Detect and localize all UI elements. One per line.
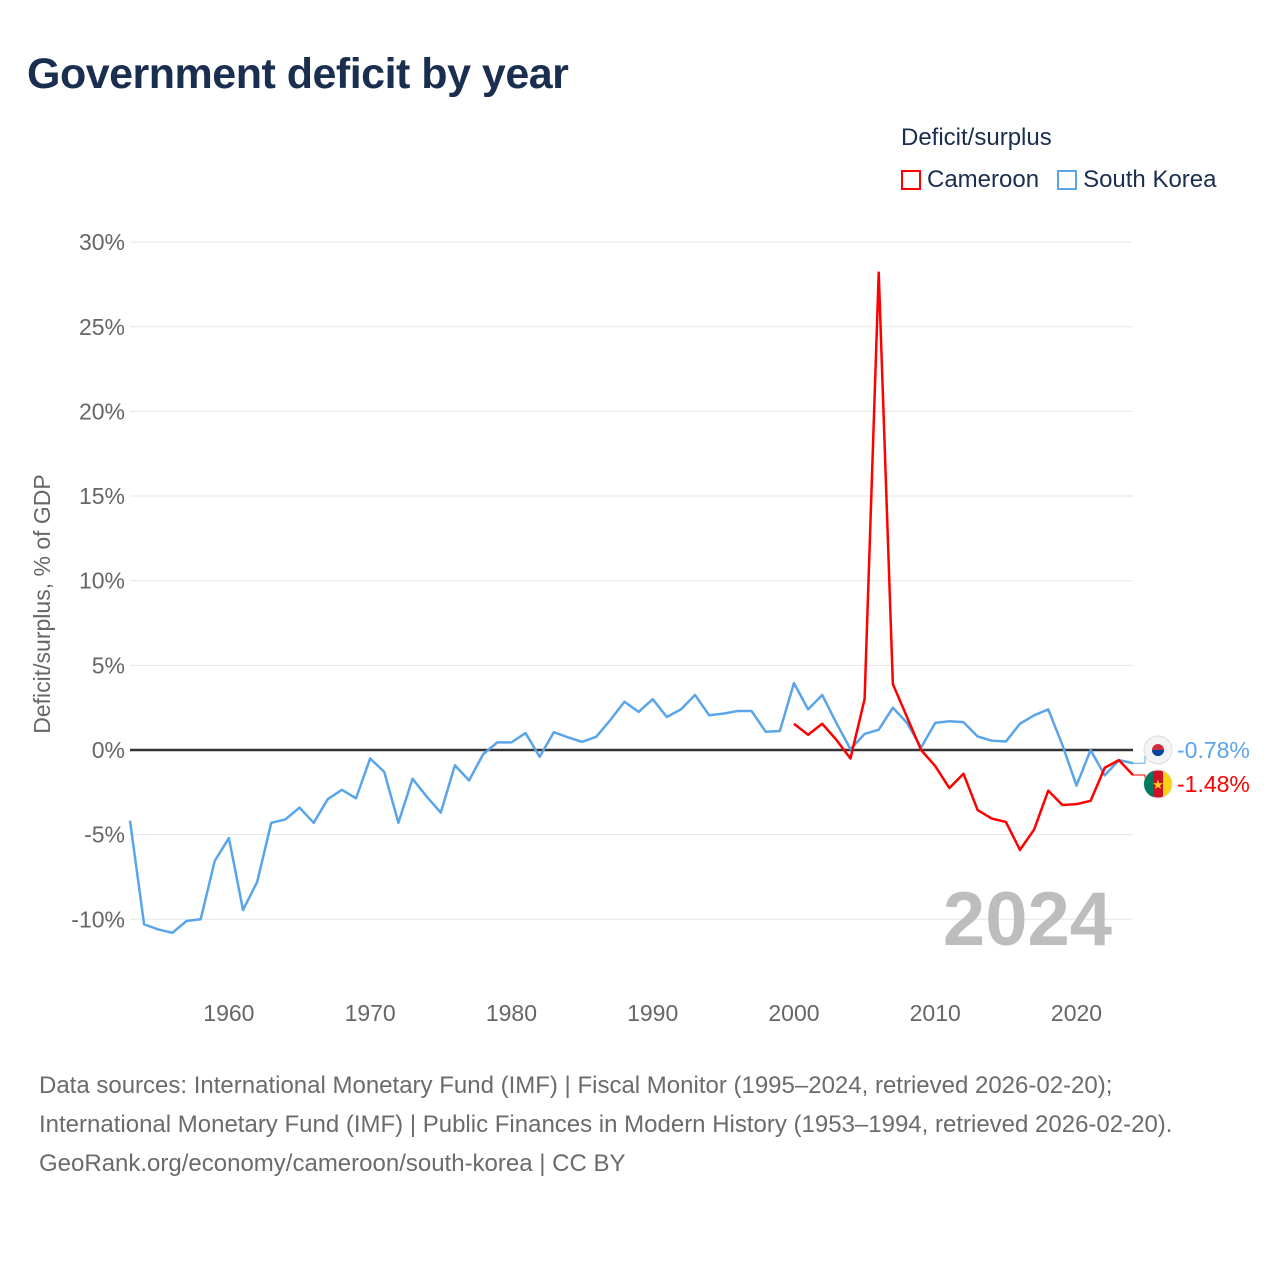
legend-title: Deficit/surplus [901, 124, 1052, 151]
y-tick-label: 10% [79, 568, 125, 594]
footer: Data sources: International Monetary Fun… [39, 1066, 1239, 1183]
y-tick-label: -5% [84, 822, 125, 848]
x-tick-label: 1960 [203, 1000, 254, 1026]
series-line-south-korea [128, 681, 1134, 935]
legend-item-south-korea[interactable]: South Korea [1057, 166, 1217, 194]
x-tick-label: 1970 [345, 1000, 396, 1026]
legend-label: Cameroon [927, 166, 1040, 193]
y-tick-label: 5% [92, 652, 125, 678]
x-tick-label: 1990 [627, 1000, 678, 1026]
end-value-label: -1.48% [1177, 771, 1250, 797]
legend-swatch-south-korea [1057, 170, 1078, 190]
data-sources: Data sources: International Monetary Fun… [39, 1072, 1173, 1138]
cameroon-flag-green-band [1144, 771, 1153, 797]
cameroon-flag-yellow-band [1163, 771, 1172, 797]
y-tick-label: 15% [79, 483, 125, 509]
y-tick-label: 0% [92, 737, 125, 763]
source-link[interactable]: GeoRank.org/economy/cameroon/south-korea… [39, 1150, 626, 1177]
series-line-cameroon [793, 271, 1134, 852]
x-tick-label: 1980 [486, 1000, 537, 1026]
y-tick-label: 20% [79, 398, 125, 424]
page-title: Government deficit by year [27, 50, 569, 98]
legend: Cameroon South Korea [901, 166, 1217, 194]
x-tick-label: 2000 [768, 1000, 819, 1026]
south-korea-flag-taegeuk-blue [1152, 750, 1164, 756]
legend-swatch-cameroon [901, 170, 921, 190]
x-tick-label: 2020 [1051, 1000, 1102, 1026]
legend-label: South Korea [1083, 166, 1217, 193]
end-value-label: -0.78% [1177, 737, 1250, 763]
year-watermark: 2024 [943, 877, 1112, 962]
x-tick-label: 2010 [910, 1000, 961, 1026]
y-tick-label: -10% [71, 906, 125, 932]
cameroon-flag-star: ★ [1152, 777, 1164, 792]
y-tick-label: 30% [79, 229, 125, 255]
line-chart: 30% 25% 20% 15% 10% 5% 0% -5% -10% 1960 1970 1980 19… [29, 229, 1250, 1026]
y-axis-label: Deficit/surplus, % of GDP [29, 474, 55, 733]
legend-item-cameroon[interactable]: Cameroon [901, 166, 1039, 194]
y-tick-label: 25% [79, 314, 125, 340]
